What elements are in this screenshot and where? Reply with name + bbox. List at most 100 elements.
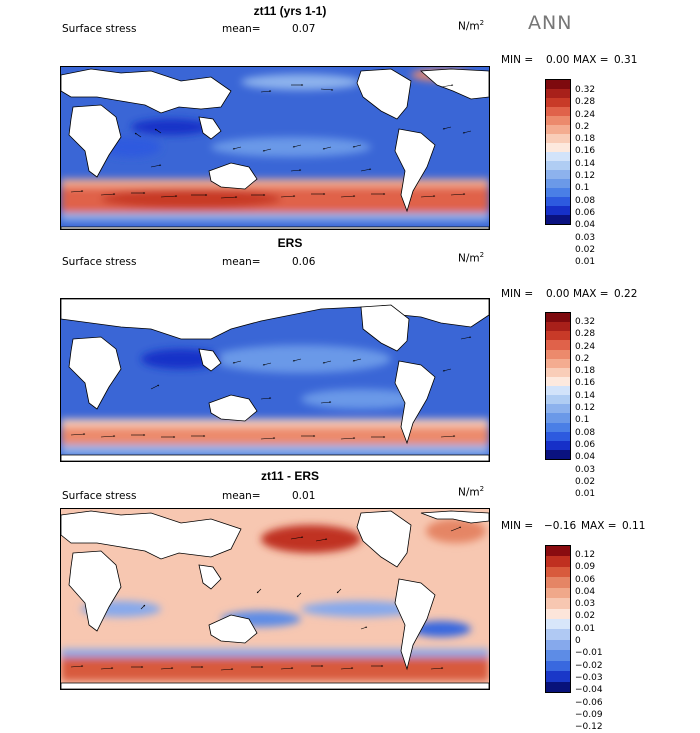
colorbar-swatch xyxy=(546,556,570,567)
panel-title: zt11 (yrs 1-1) xyxy=(253,4,327,18)
land-masses xyxy=(61,299,489,461)
min-value: −0.16 xyxy=(544,520,577,532)
colorbar-swatch xyxy=(546,546,570,557)
colorbar-swatch xyxy=(546,386,570,396)
colorbar-tick-label: 0.14 xyxy=(575,158,596,169)
colorbar-ticks: 0.12 0.09 0.06 0.04 0.03 0.02 0.01 0 −0.01 −0.02−… xyxy=(575,549,603,733)
mean-value: 0.01 xyxy=(292,490,316,502)
colorbar-tick-label: 0.06 xyxy=(575,439,596,450)
stress-vectors xyxy=(70,526,462,671)
colorbar-swatch xyxy=(546,161,570,170)
colorbar-tick-label: 0.16 xyxy=(575,146,596,157)
colorbar-swatch xyxy=(546,431,570,441)
colorbar-tick-label: 0.01 xyxy=(575,623,596,634)
colorbar-tick-label: 0.24 xyxy=(575,109,596,120)
colorbar-tick-label: 0.06 xyxy=(575,574,596,585)
colorbar-tick-label: 0.32 xyxy=(575,317,596,327)
colorbar-tick-label: 0.1 xyxy=(575,183,590,194)
colorbar-swatch xyxy=(546,331,570,341)
min-value: 0.00 xyxy=(546,288,570,300)
mean-value: 0.06 xyxy=(292,256,316,268)
colorbar-tick-label: 0.12 xyxy=(575,171,596,182)
colorbar-ticks: 0.32 0.28 0.24 0.2 0.18 0.16 0.14 0.12 0.1 0.08 0.… xyxy=(575,316,595,500)
colorbar-tick-label: −0.12 xyxy=(575,722,603,733)
colorbar-tick-label: 0.2 xyxy=(575,353,590,364)
stress-contours xyxy=(61,345,489,455)
colorbar-ticks: 0.32 0.28 0.24 0.2 0.18 0.16 0.14 0.12 0.1 0.08 0.… xyxy=(575,84,595,268)
mean-label: mean= xyxy=(222,256,261,268)
min-label: MIN = xyxy=(501,288,534,300)
land-masses xyxy=(61,510,489,689)
colorbar-swatch xyxy=(546,660,570,672)
colorbar-tick-label: 0.1 xyxy=(575,415,590,426)
unit-label: N/m2 xyxy=(458,251,485,265)
colorbar-tick-label: −0.02 xyxy=(575,660,603,671)
colorbar-swatch xyxy=(546,80,570,89)
colorbar-tick-label: 0.14 xyxy=(575,390,596,401)
colorbar-swatch xyxy=(546,629,570,640)
colorbar-tick-label: 0.24 xyxy=(575,341,596,352)
unit-label: N/m2 xyxy=(458,19,485,33)
land-masses xyxy=(61,68,489,229)
colorbar-swatch xyxy=(546,152,570,161)
colorbar-swatch xyxy=(546,598,570,609)
colorbar-swatch xyxy=(546,367,570,377)
colorbar-tick-label: 0.28 xyxy=(575,329,596,340)
colorbar-tick-label: 0.2 xyxy=(575,121,590,132)
colorbar-tick-label: 0.03 xyxy=(575,464,596,475)
colorbar-tick-label: −0.01 xyxy=(575,648,603,659)
colorbar-swatch xyxy=(546,349,570,359)
colorbar-swatch xyxy=(546,107,570,116)
colorbar-difference xyxy=(545,545,571,693)
colorbar-tick-label: 0.04 xyxy=(575,220,596,231)
stress-contours xyxy=(61,69,489,221)
colorbar-tick-label: −0.04 xyxy=(575,685,603,696)
colorbar-tick-label: 0.18 xyxy=(575,134,596,145)
colorbar-tick-label: 0.02 xyxy=(575,611,596,622)
mean-label: mean= xyxy=(222,490,261,502)
mean-value: 0.07 xyxy=(292,23,316,35)
colorbar-tick-label: 0.02 xyxy=(575,476,596,487)
colorbar-swatch xyxy=(546,313,570,323)
field-label: Surface stress xyxy=(62,256,137,268)
colorbar-swatch xyxy=(546,587,570,599)
min-label: MIN = xyxy=(501,520,534,532)
colorbar-swatch xyxy=(546,650,570,661)
colorbar-swatch xyxy=(546,197,570,206)
colorbar-swatch xyxy=(546,440,570,450)
colorbar-tick-label: 0.08 xyxy=(575,427,596,438)
colorbar-tick-label: 0 xyxy=(575,636,581,647)
min-label: MIN = xyxy=(501,54,534,66)
colorbar-tick-label: 0.03 xyxy=(575,599,596,610)
stress-vectors xyxy=(70,84,472,199)
colorbar-tick-label: 0.12 xyxy=(575,550,596,560)
colorbar-swatch xyxy=(546,188,570,197)
colorbar-tick-label: −0.06 xyxy=(575,697,603,708)
field-label: Surface stress xyxy=(62,490,137,502)
colorbar-swatch xyxy=(546,449,570,459)
colorbar-tick-label: 0.32 xyxy=(575,85,596,95)
colorbar-tick-label: 0.28 xyxy=(575,97,596,108)
colorbar-swatch xyxy=(546,179,570,188)
colorbar-swatch xyxy=(546,125,570,134)
max-label: MAX = xyxy=(573,54,609,66)
colorbar-swatch xyxy=(546,395,570,405)
colorbar-tick-label: 0.04 xyxy=(575,586,596,597)
stress-map-difference xyxy=(60,508,490,690)
field-label: Surface stress xyxy=(62,23,137,35)
colorbar-swatch xyxy=(546,671,570,682)
max-value: 0.11 xyxy=(622,520,646,532)
colorbar-swatch xyxy=(546,566,570,578)
colorbar-swatch xyxy=(546,681,570,692)
colorbar-swatch xyxy=(546,577,570,588)
colorbar-swatch xyxy=(546,116,570,125)
colorbar-tick-label: 0.16 xyxy=(575,378,596,389)
colorbar-tick-label: 0.04 xyxy=(575,452,596,463)
colorbar-tick-label: 0.08 xyxy=(575,195,596,206)
colorbar-swatch xyxy=(546,413,570,423)
colorbar-swatch xyxy=(546,143,570,152)
colorbar-tick-label: 0.02 xyxy=(575,244,596,255)
panel-title: zt11 - ERS xyxy=(260,469,320,483)
mean-label: mean= xyxy=(222,23,261,35)
colorbar-swatch xyxy=(546,206,570,215)
